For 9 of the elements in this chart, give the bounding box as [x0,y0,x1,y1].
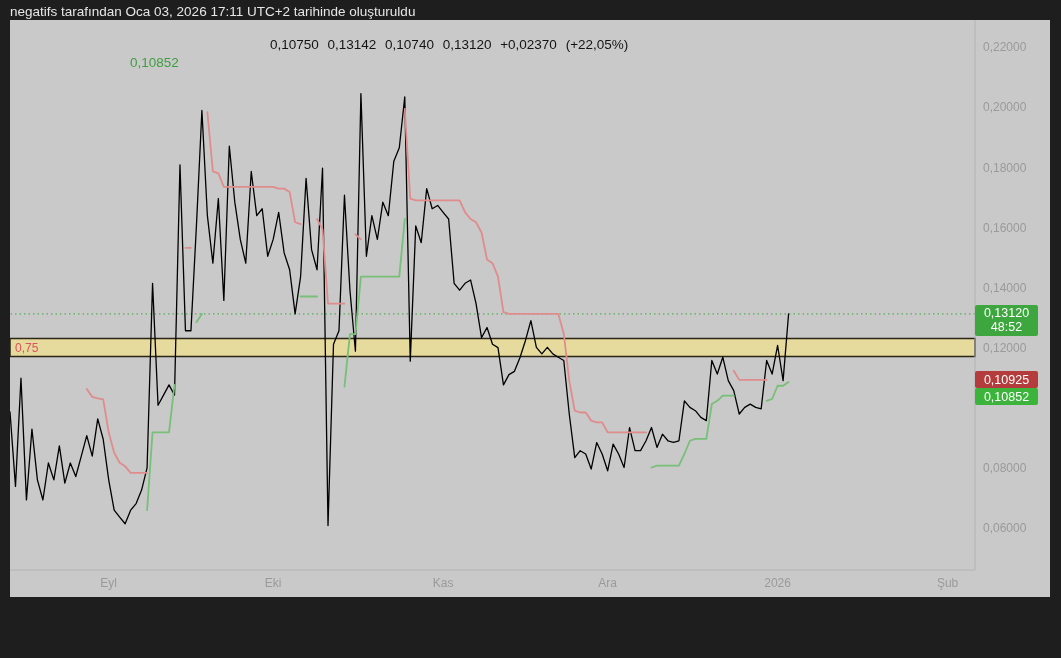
annotation: 0,10852 [130,55,179,70]
text: 48:52 [989,320,1024,335]
chart-title: negatifs tarafından Oca 03, 2026 17:11 UTC+2 tarihinde oluşturuldu [10,4,416,19]
text: 0,10750 0,13142 0,10740 0,13120 +0,02370 (+22,05%) [270,37,629,52]
band-label: 0,75 [15,340,39,355]
text: 0,10852 [975,389,1038,404]
line-series [10,92,790,527]
text: 0,10925 [975,372,1038,387]
ref-line-label: 0,13120 [982,306,1031,321]
